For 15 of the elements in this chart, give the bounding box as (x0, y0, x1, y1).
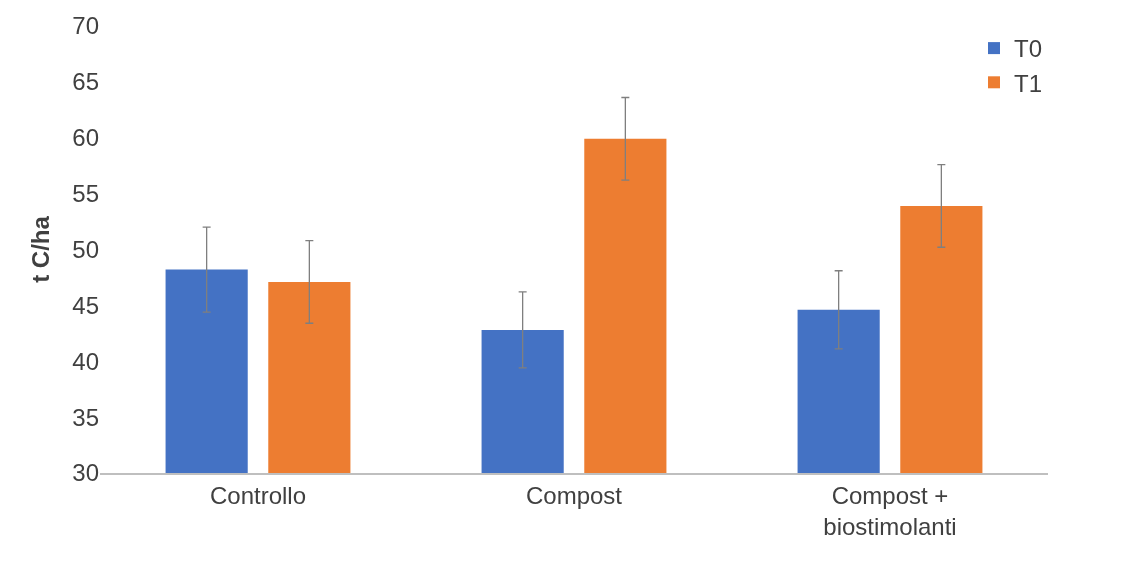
y-tick-label: 60 (72, 124, 99, 152)
y-tick-label: 50 (72, 235, 99, 263)
x-tick-label: Compost (525, 481, 623, 509)
legend-label: T0 (1014, 35, 1043, 63)
y-tick-label: 30 (72, 459, 99, 487)
y-tick-label: 35 (72, 403, 99, 431)
y-tick-label: 65 (72, 68, 99, 96)
legend-label: T1 (1014, 69, 1043, 97)
y-tick-label: 40 (72, 347, 99, 375)
y-tick-label: 45 (72, 291, 99, 319)
y-axis-title: t C/ha (27, 215, 55, 283)
x-tick-label: Controllo (209, 481, 307, 509)
y-tick-label: 55 (72, 180, 99, 208)
x-tick-label: Compost + biostimolanti (823, 481, 957, 540)
y-tick-label: 70 (72, 12, 99, 40)
